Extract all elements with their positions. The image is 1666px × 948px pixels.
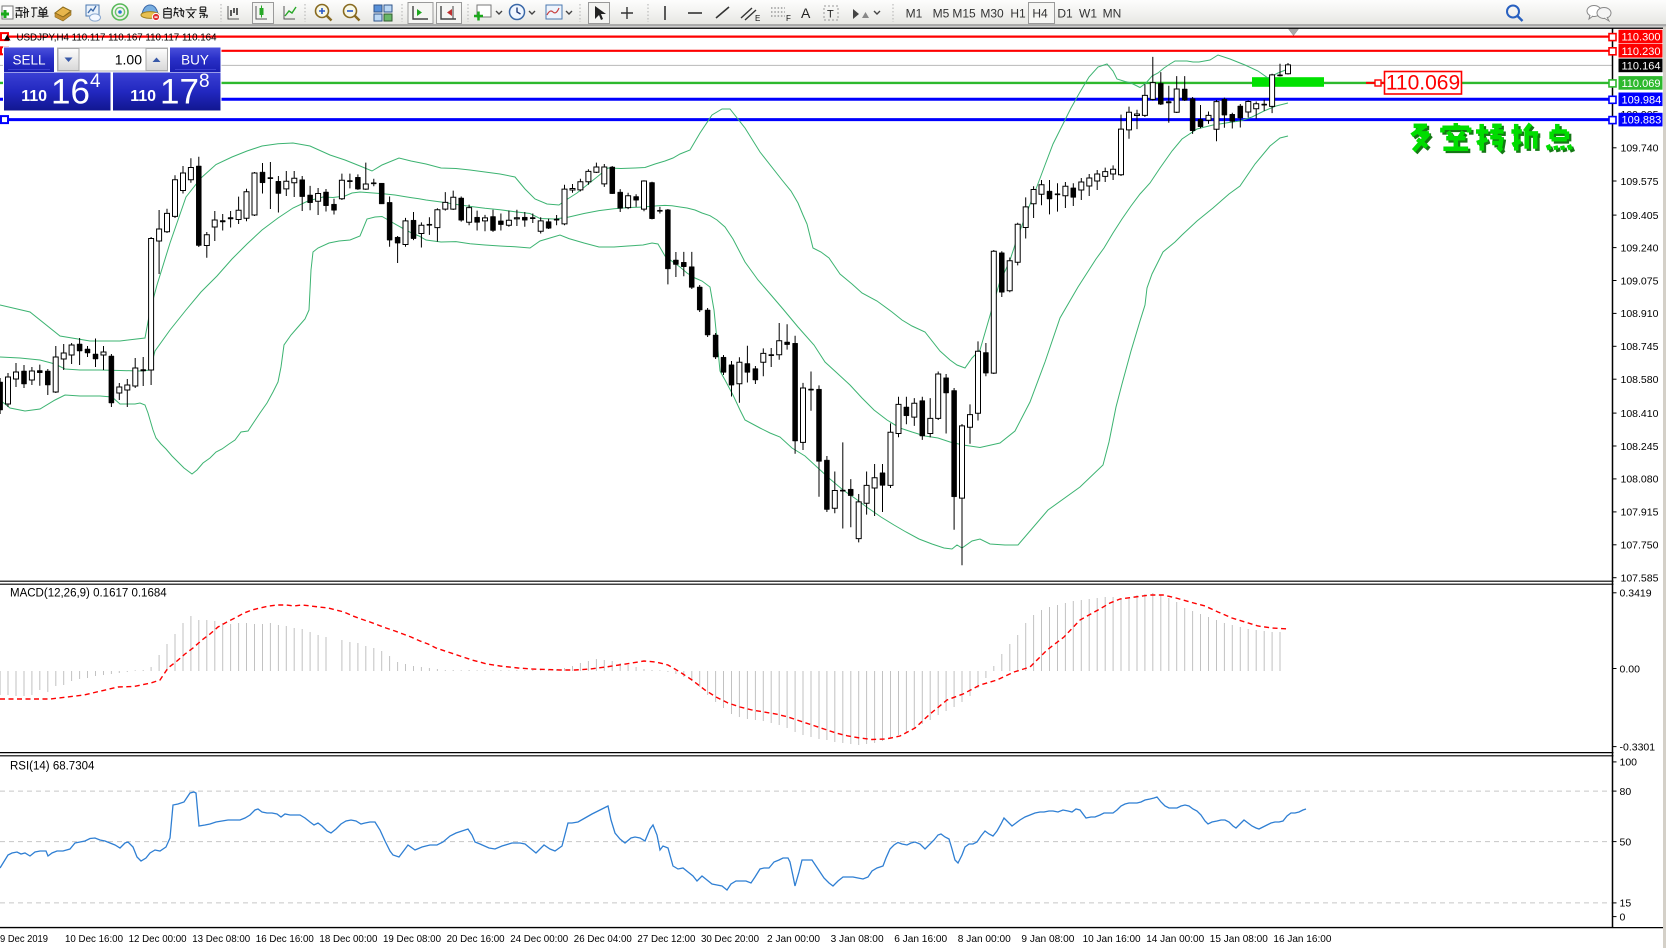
svg-text:20 Dec 16:00: 20 Dec 16:00	[447, 933, 505, 945]
svg-text:6 Jan 16:00: 6 Jan 16:00	[894, 933, 947, 945]
svg-text:110.300: 110.300	[1622, 32, 1661, 44]
svg-text:109.883: 109.883	[1622, 115, 1662, 127]
svg-text:F: F	[786, 14, 791, 23]
svg-text:26 Dec 04:00: 26 Dec 04:00	[574, 933, 632, 945]
svg-text:SELL: SELL	[12, 53, 46, 68]
svg-text:15: 15	[1620, 898, 1632, 910]
svg-text:M15: M15	[952, 7, 976, 21]
svg-text:4: 4	[90, 71, 101, 92]
svg-text:16: 16	[51, 73, 90, 112]
svg-text:80: 80	[1620, 786, 1632, 798]
svg-text:108.080: 108.080	[1621, 474, 1659, 486]
svg-text:12 Dec 00:00: 12 Dec 00:00	[129, 933, 187, 945]
svg-text:M30: M30	[980, 7, 1004, 21]
svg-text:A: A	[801, 5, 811, 21]
svg-text:9 Dec 2019: 9 Dec 2019	[0, 933, 48, 945]
svg-text:109.240: 109.240	[1621, 242, 1659, 254]
svg-text:110.164: 110.164	[1622, 60, 1661, 72]
svg-text:13 Dec 08:00: 13 Dec 08:00	[192, 933, 250, 945]
svg-text:30 Dec 20:00: 30 Dec 20:00	[701, 933, 759, 945]
svg-text:100: 100	[1620, 757, 1638, 769]
svg-text:50: 50	[1620, 836, 1632, 848]
svg-text:107.585: 107.585	[1621, 573, 1659, 585]
svg-text:19 Dec 08:00: 19 Dec 08:00	[383, 933, 441, 945]
svg-text:MN: MN	[1103, 7, 1122, 21]
svg-text:H1: H1	[1010, 7, 1026, 21]
svg-text:17: 17	[160, 73, 199, 112]
svg-text:107.750: 107.750	[1621, 540, 1659, 552]
svg-text:E: E	[755, 14, 760, 23]
svg-text:109.575: 109.575	[1621, 176, 1659, 188]
svg-text:RSI(14) 68.7304: RSI(14) 68.7304	[10, 761, 95, 773]
svg-text:108.245: 108.245	[1621, 441, 1659, 453]
svg-text:110.230: 110.230	[1622, 46, 1661, 58]
svg-text:8 Jan 00:00: 8 Jan 00:00	[958, 933, 1011, 945]
svg-text:109.984: 109.984	[1622, 94, 1662, 106]
svg-text:110: 110	[21, 88, 47, 105]
svg-text:MACD(12,26,9) 0.1617 0.1684: MACD(12,26,9) 0.1617 0.1684	[10, 588, 167, 600]
svg-text:H4: H4	[1032, 7, 1048, 21]
svg-text:110: 110	[130, 88, 156, 105]
svg-text:14 Jan 00:00: 14 Jan 00:00	[1146, 933, 1204, 945]
svg-text:109.405: 109.405	[1621, 210, 1659, 222]
svg-text:W1: W1	[1079, 7, 1097, 21]
svg-text:16 Jan 16:00: 16 Jan 16:00	[1273, 933, 1331, 945]
svg-text:D1: D1	[1057, 7, 1073, 21]
svg-text:16 Dec 16:00: 16 Dec 16:00	[256, 933, 314, 945]
svg-text:109.740: 109.740	[1621, 143, 1659, 155]
svg-text:108.580: 108.580	[1621, 374, 1659, 386]
svg-text:10 Jan 16:00: 10 Jan 16:00	[1083, 933, 1141, 945]
svg-text:M5: M5	[933, 7, 950, 21]
svg-text:2 Jan 00:00: 2 Jan 00:00	[767, 933, 820, 945]
svg-text:10 Dec 16:00: 10 Dec 16:00	[65, 933, 123, 945]
svg-text:9 Jan 08:00: 9 Jan 08:00	[1021, 933, 1074, 945]
svg-text:24 Dec 00:00: 24 Dec 00:00	[510, 933, 568, 945]
svg-text:M1: M1	[906, 7, 923, 21]
svg-text:107.915: 107.915	[1621, 507, 1659, 519]
svg-text:BUY: BUY	[181, 53, 209, 68]
svg-text:0.3419: 0.3419	[1620, 588, 1652, 600]
svg-text:108.410: 108.410	[1621, 408, 1659, 420]
svg-text:108.745: 108.745	[1621, 341, 1659, 353]
svg-text:18 Dec 00:00: 18 Dec 00:00	[319, 933, 377, 945]
svg-text:27 Dec 12:00: 27 Dec 12:00	[637, 933, 695, 945]
svg-text:8: 8	[199, 71, 210, 92]
svg-text:0.00: 0.00	[1620, 663, 1641, 675]
svg-text:110.069: 110.069	[1622, 78, 1661, 90]
svg-text:15 Jan 08:00: 15 Jan 08:00	[1210, 933, 1268, 945]
svg-text:109.075: 109.075	[1621, 275, 1659, 287]
svg-text:110.069: 110.069	[1386, 72, 1460, 95]
svg-text:108.910: 108.910	[1621, 308, 1659, 320]
svg-text:T: T	[827, 9, 834, 21]
svg-text:1.00: 1.00	[115, 52, 142, 68]
svg-text:3 Jan 08:00: 3 Jan 08:00	[831, 933, 884, 945]
svg-text:-0.3301: -0.3301	[1620, 741, 1656, 753]
svg-text:USDJPY,H4 110.117 110.167 110: USDJPY,H4 110.117 110.167 110.117 110.16…	[17, 32, 217, 44]
svg-text:0: 0	[1620, 911, 1626, 923]
